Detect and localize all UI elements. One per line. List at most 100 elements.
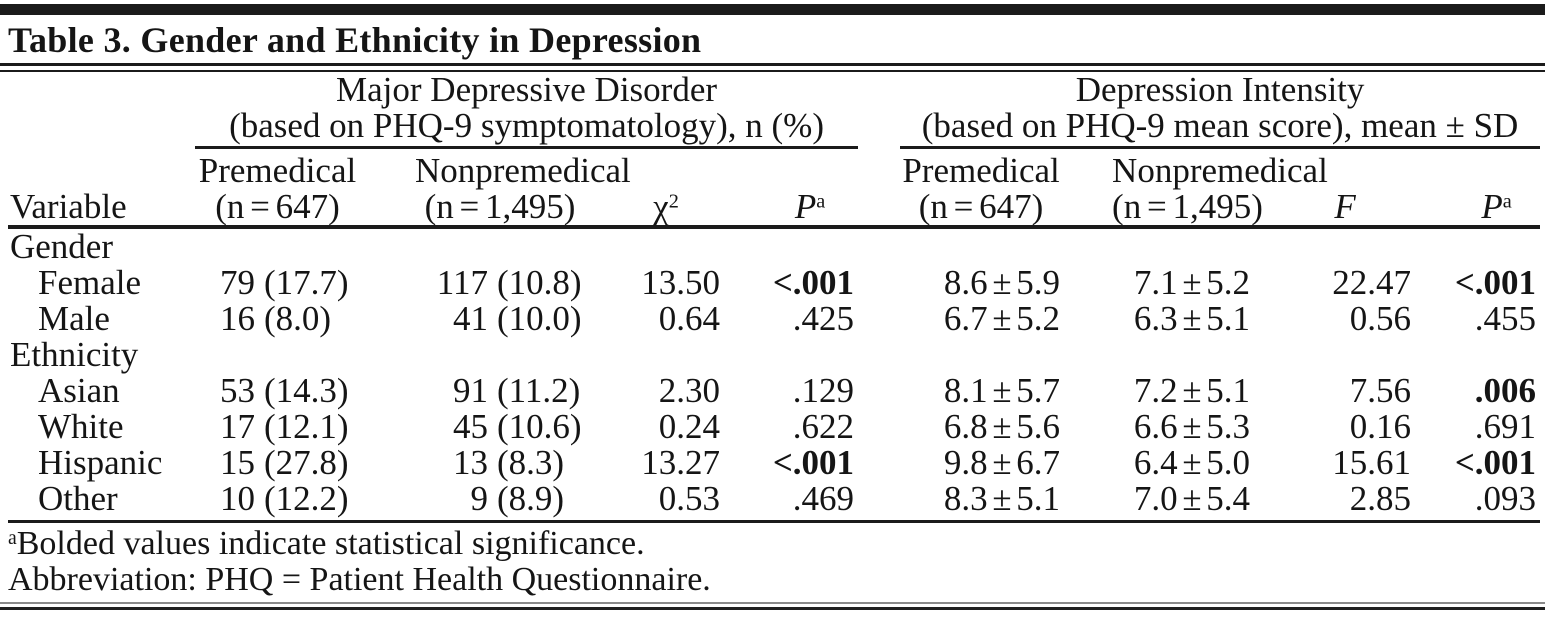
di-spanner-line2: (based on PHQ-9 mean score), mean ± SD [921, 106, 1519, 145]
percent-value: (10.6) [497, 407, 582, 446]
di-premedical-cell: 8.1 ± 5.7 [943, 371, 1061, 410]
p-value-cell: <.001 [772, 443, 855, 482]
percent-value: (17.7) [264, 263, 349, 302]
variable-column-header: Variable [8, 72, 195, 229]
footnotes: aBolded values indicate statistical sign… [8, 526, 1545, 598]
chi-square-cell: 0.53 [585, 481, 722, 523]
group-row-ethnicity: Ethnicity [8, 337, 1540, 373]
gap-cell [858, 409, 900, 445]
p-value-cell: .093 [1413, 481, 1541, 523]
di-nonpremedical-cell: 7.2 ± 5.1 [1133, 371, 1251, 410]
f-statistic-cell: 0.16 [1349, 407, 1412, 446]
abbreviation-footnote: Abbreviation: PHQ = Patient Health Quest… [8, 561, 711, 598]
row-label: Asian [38, 371, 120, 410]
p-value-cell: .691 [1474, 407, 1537, 446]
title-double-rule [0, 63, 1545, 72]
mdd-spanner-line2: (based on PHQ-9 symptomatology), n (%) [229, 106, 824, 145]
gap-cell [858, 373, 900, 409]
percent-value: (12.2) [264, 479, 349, 518]
chi-square-cell: 0.24 [658, 407, 720, 446]
mdd-nonpremedical-cell: 13 (8.3) [360, 445, 585, 481]
table-row-hispanic: Hispanic 15 (27.8) 13 (8.3) 13.27 <.001 9.… [8, 445, 1540, 481]
data-table: Variable Major Depressive Disorder (base… [8, 70, 1541, 523]
footnote-text: Bolded values indicate statistical signi… [16, 525, 645, 562]
gap-cell [858, 301, 900, 337]
bottom-double-rule [0, 602, 1545, 610]
f-statistic-cell: 7.56 [1349, 371, 1412, 410]
group-label: Gender [10, 227, 114, 266]
f-statistic-cell: 15.61 [1332, 443, 1412, 482]
percent-value: (8.3) [497, 443, 565, 482]
p-value-cell: <.001 [772, 263, 855, 302]
mdd-nonpremedical-cell: 45 (10.6) [360, 409, 585, 445]
mdd-nonpremedical-cell: 9 (8.9) [360, 481, 585, 523]
top-rule-bar [0, 4, 1545, 15]
mdd-nonpremedical-cell: 91 (11.2) [360, 373, 585, 409]
p-value-cell: <.001 [1454, 443, 1537, 482]
row-label: Female [38, 263, 142, 302]
f-statistic-cell: 22.47 [1332, 263, 1412, 302]
di-premedical-header: Premedical (n = 647) [900, 147, 1063, 229]
f-statistic-header: F [1252, 147, 1414, 229]
p-value-cell: .455 [1474, 299, 1537, 338]
di-nonpremedical-header: Nonpremedical (n = 1,495) [1062, 147, 1328, 229]
count-value: 91 [453, 371, 488, 410]
count-value: 10 [220, 479, 255, 518]
mdd-premedical-cell: 53 (14.3) [195, 373, 360, 409]
p-value-header-mdd: Pa [722, 147, 859, 229]
count-value: 41 [453, 299, 488, 338]
count-value: 45 [453, 407, 488, 446]
table-row-female: Female 79 (17.7) 117 (10.8) 13.50 <.001 8.… [8, 265, 1540, 301]
p-value-cell: .006 [1474, 371, 1537, 410]
table-title: Table 3. Gender and Ethnicity in Depress… [8, 20, 702, 60]
f-statistic-cell: 0.56 [1349, 299, 1412, 338]
mdd-nonpremedical-cell: 117 (10.8) [360, 265, 585, 301]
p-value-header-di: Pa [1413, 147, 1541, 229]
column-header-row: Premedical (n = 647) Nonpremedical (n = … [8, 147, 1541, 229]
mdd-spanner-line1: Major Depressive Disorder [336, 70, 718, 109]
gap-cell [858, 265, 900, 301]
p-value-cell: .622 [792, 407, 855, 446]
p-value-cell: <.001 [1454, 263, 1537, 302]
count-value: 117 [436, 263, 488, 302]
row-label: Male [38, 299, 110, 338]
di-nonpremedical-cell: 7.0 ± 5.4 [1062, 481, 1253, 523]
header-gap [858, 147, 901, 229]
di-nonpremedical-cell: 6.4 ± 5.0 [1133, 443, 1251, 482]
spanner-row: Variable Major Depressive Disorder (base… [8, 70, 1541, 229]
table-row-male: Male 16 (8.0) 41 (10.0) 0.64 .425 6.7 ± 5.… [8, 301, 1540, 337]
mdd-premedical-cell: 10 (12.2) [195, 479, 360, 523]
table-row-white: White 17 (12.1) 45 (10.6) 0.24 .622 6.8 ± … [8, 409, 1540, 445]
row-label: Other [8, 481, 195, 523]
di-premedical-cell: 9.8 ± 6.7 [943, 443, 1061, 482]
table-row-other: Other 10 (12.2) 9 (8.9) 0.53 .469 8.3 ± 5.… [8, 479, 1541, 523]
gap-cell [858, 445, 900, 481]
chi-square-cell: 13.27 [641, 443, 720, 482]
count-value: 15 [220, 443, 255, 482]
p-value-cell: .425 [792, 299, 855, 338]
significance-footnote: aBolded values indicate statistical sign… [8, 526, 1545, 562]
count-value: 53 [220, 371, 255, 410]
mdd-premedical-header: Premedical (n = 647) [195, 147, 360, 229]
di-premedical-cell: 6.8 ± 5.6 [943, 407, 1061, 446]
di-nonpremedical-cell: 6.6 ± 5.3 [1133, 407, 1251, 446]
mdd-premedical-cell: 17 (12.1) [195, 409, 360, 445]
mdd-nonpremedical-header: Nonpremedical (n = 1,495) [360, 147, 631, 229]
table-row-asian: Asian 53 (14.3) 91 (11.2) 2.30 .129 8.1 ± … [8, 373, 1540, 409]
gap-cell [858, 481, 901, 523]
chi-square-header: χ2 [585, 147, 722, 229]
count-value: 16 [220, 299, 255, 338]
group-row-gender: Gender [8, 227, 1540, 265]
chi-square-cell: 2.30 [658, 371, 720, 410]
mdd-premedical-cell: 15 (27.8) [195, 445, 360, 481]
percent-value: (27.8) [264, 443, 349, 482]
f-statistic-cell: 2.85 [1252, 481, 1414, 523]
count-value: 79 [220, 263, 255, 302]
mdd-spanner-header: Major Depressive Disorder (based on PHQ-… [195, 70, 859, 149]
di-spanner-line1: Depression Intensity [1075, 70, 1365, 109]
chi-square-cell: 13.50 [641, 263, 720, 302]
group-label: Ethnicity [10, 335, 139, 374]
p-value-cell: .469 [722, 481, 859, 523]
mdd-nonpremedical-cell: 41 (10.0) [360, 301, 585, 337]
